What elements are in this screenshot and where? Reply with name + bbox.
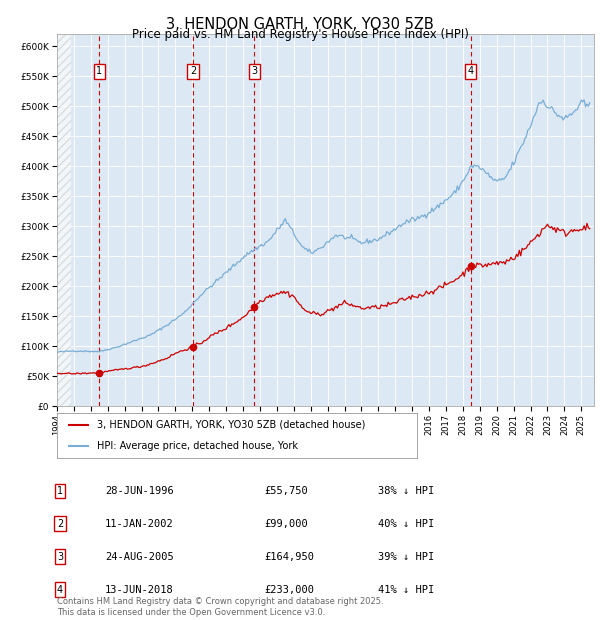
Text: £55,750: £55,750 [264, 486, 308, 496]
Text: 3: 3 [57, 552, 63, 562]
Text: 4: 4 [57, 585, 63, 595]
Text: 40% ↓ HPI: 40% ↓ HPI [378, 519, 434, 529]
Text: 13-JUN-2018: 13-JUN-2018 [105, 585, 174, 595]
Text: £164,950: £164,950 [264, 552, 314, 562]
Text: Price paid vs. HM Land Registry's House Price Index (HPI): Price paid vs. HM Land Registry's House … [131, 28, 469, 41]
Text: 1: 1 [57, 486, 63, 496]
Text: 38% ↓ HPI: 38% ↓ HPI [378, 486, 434, 496]
Text: 41% ↓ HPI: 41% ↓ HPI [378, 585, 434, 595]
Text: 2: 2 [57, 519, 63, 529]
Text: 2: 2 [190, 66, 196, 76]
Text: Contains HM Land Registry data © Crown copyright and database right 2025.
This d: Contains HM Land Registry data © Crown c… [57, 598, 383, 617]
Text: 1: 1 [96, 66, 102, 76]
Text: £233,000: £233,000 [264, 585, 314, 595]
Text: 24-AUG-2005: 24-AUG-2005 [105, 552, 174, 562]
Text: 3, HENDON GARTH, YORK, YO30 5ZB (detached house): 3, HENDON GARTH, YORK, YO30 5ZB (detache… [97, 420, 365, 430]
Text: 3: 3 [251, 66, 257, 76]
Text: HPI: Average price, detached house, York: HPI: Average price, detached house, York [97, 440, 298, 451]
Text: 4: 4 [467, 66, 473, 76]
Text: 11-JAN-2002: 11-JAN-2002 [105, 519, 174, 529]
Text: £99,000: £99,000 [264, 519, 308, 529]
Text: 39% ↓ HPI: 39% ↓ HPI [378, 552, 434, 562]
Text: 28-JUN-1996: 28-JUN-1996 [105, 486, 174, 496]
Text: 3, HENDON GARTH, YORK, YO30 5ZB: 3, HENDON GARTH, YORK, YO30 5ZB [166, 17, 434, 32]
Bar [57, 34, 71, 406]
